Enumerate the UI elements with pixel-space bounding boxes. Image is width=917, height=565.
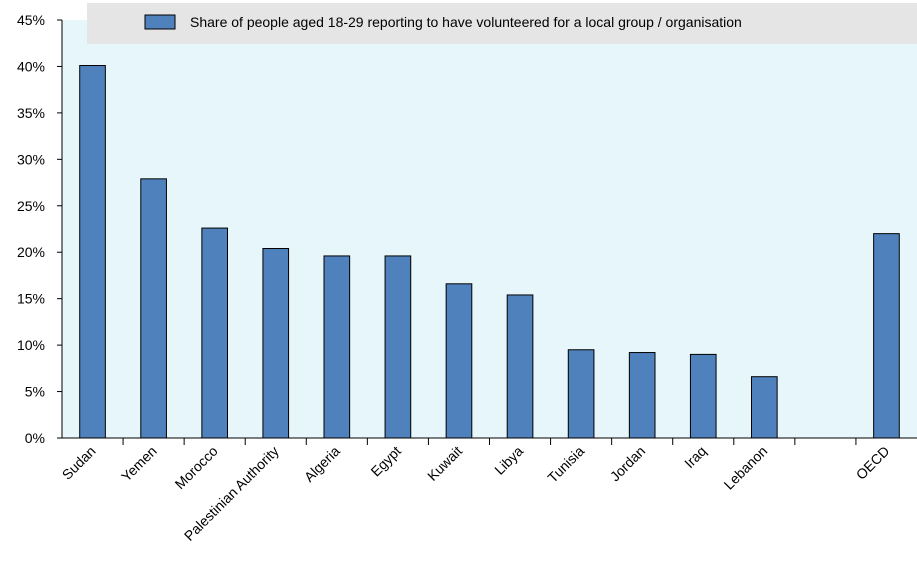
x-tick-label: Tunisia — [544, 443, 587, 486]
bar — [384, 255, 412, 439]
y-tick-label: 20% — [17, 244, 45, 260]
y-tick-label: 40% — [17, 58, 45, 74]
bar — [689, 353, 717, 439]
y-tick-label: 15% — [17, 291, 45, 307]
legend-swatch — [144, 14, 176, 30]
bar — [262, 248, 290, 439]
x-tick-label: OECD — [853, 443, 893, 483]
y-tick-label: 30% — [17, 151, 45, 167]
x-tick-label: Jordan — [607, 443, 649, 485]
bar — [506, 294, 534, 439]
bar — [201, 227, 229, 439]
x-tick-label: Iraq — [681, 443, 709, 471]
y-tick-label: 5% — [25, 384, 45, 400]
plot-background — [62, 20, 917, 438]
y-tick-label: 10% — [17, 337, 45, 353]
legend-background — [87, 3, 917, 44]
bar — [140, 178, 167, 439]
x-tick-label: Kuwait — [424, 443, 465, 484]
bar — [445, 283, 473, 439]
x-tick-label: Egypt — [367, 443, 404, 480]
x-tick-label: Lebanon — [721, 443, 771, 493]
x-tick-label: Sudan — [59, 443, 99, 483]
y-tick-label: 35% — [17, 105, 45, 121]
bar — [873, 233, 900, 439]
bar — [323, 255, 351, 439]
y-tick-label: 0% — [25, 430, 45, 446]
x-tick-label: Yemen — [118, 443, 160, 485]
legend-label: Share of people aged 18-29 reporting to … — [190, 14, 742, 30]
bar — [628, 352, 656, 439]
x-tick-label: Algeria — [301, 443, 343, 485]
y-tick-label: 45% — [17, 12, 45, 28]
bar — [79, 65, 106, 439]
y-tick-label: 25% — [17, 198, 45, 214]
legend: Share of people aged 18-29 reporting to … — [87, 3, 917, 44]
x-tick-label: Libya — [491, 443, 526, 478]
bar — [567, 349, 595, 439]
x-tick-label: Morocco — [172, 443, 221, 492]
bar — [750, 376, 778, 439]
